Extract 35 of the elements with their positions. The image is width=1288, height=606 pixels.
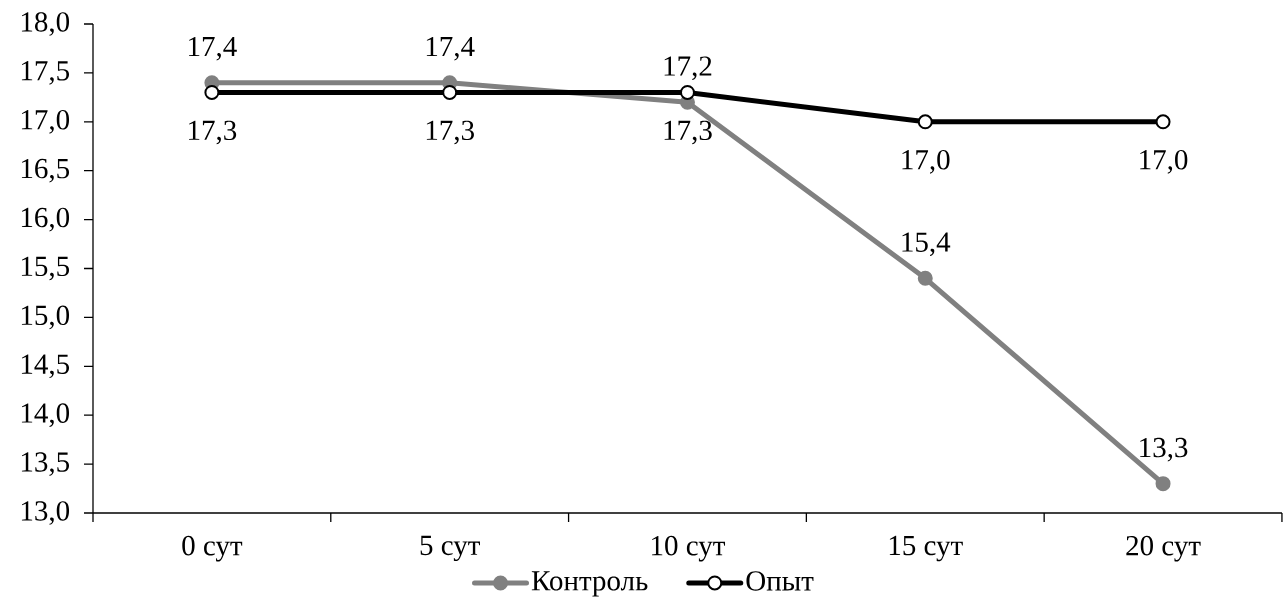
data-label: 17,0	[1140, 149, 1188, 174]
data-label: 17,2	[664, 56, 712, 81]
point	[1155, 114, 1171, 130]
y-tick-label: 13,0	[21, 501, 70, 525]
y-tick-label: 14,0	[21, 403, 70, 428]
y-tick-label: 17,5	[21, 61, 70, 85]
x-tick-label: 15 сут	[889, 535, 963, 562]
point	[1155, 476, 1171, 492]
data-label: 13,3	[1140, 437, 1188, 462]
data-label: 17,4	[189, 36, 237, 61]
y-tick-label: 18,0	[21, 12, 70, 36]
legend-label: Опыт	[746, 571, 814, 591]
data-label: 17,3	[664, 120, 712, 145]
y-tick-label: 15,0	[21, 305, 70, 330]
point	[442, 84, 458, 100]
y-tick-label: 14,5	[21, 354, 70, 379]
data-label: 15,4	[902, 232, 951, 257]
x-tick-label: 5 сут	[420, 535, 480, 562]
y-tick-label: 15,5	[21, 256, 70, 281]
y-tick-label: 16,5	[21, 158, 70, 183]
point	[917, 270, 933, 286]
point	[917, 114, 933, 130]
y-tick-label: 16,0	[21, 207, 70, 232]
x-tick-label: 20 сут	[1126, 535, 1201, 562]
data-label: 17,4	[426, 36, 475, 61]
data-label: 17,0	[902, 149, 950, 174]
data-label: 17,3	[189, 120, 237, 145]
y-tick-label: 13,5	[21, 452, 70, 476]
data-label: 17,3	[426, 120, 474, 145]
legend-label: Контроль	[531, 571, 648, 597]
x-tick-label: 10 сут	[652, 535, 726, 562]
point	[204, 84, 220, 100]
x-tick-label: 0 сут	[182, 535, 243, 562]
point	[679, 84, 695, 100]
y-tick-label: 17,0	[21, 109, 70, 134]
